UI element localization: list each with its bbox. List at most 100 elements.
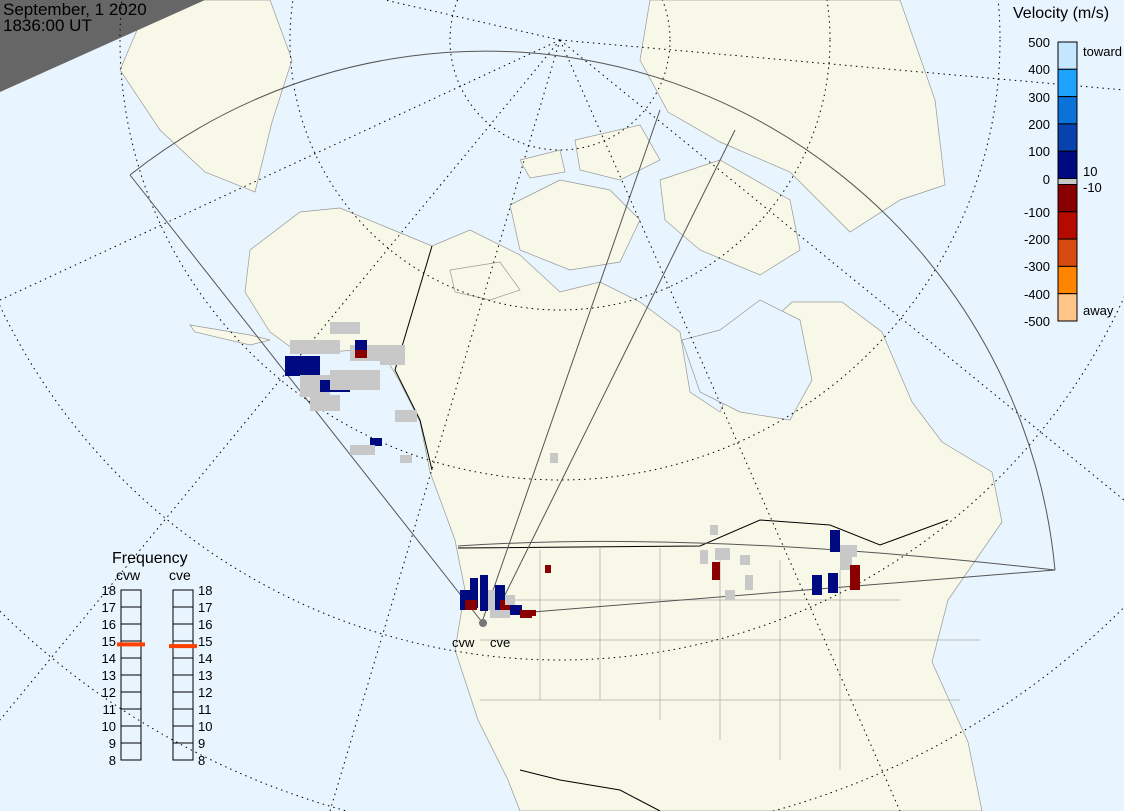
away-label: away (1083, 303, 1114, 318)
frequency-tick: 8 (108, 753, 116, 768)
colorbar-segment (1057, 211, 1078, 240)
frequency-tick: 13 (101, 668, 116, 683)
frequency-tick: 15 (101, 634, 116, 649)
frequency-tick: 14 (198, 651, 213, 666)
frequency-title: Frequency (112, 550, 188, 567)
arctic-island (449, 261, 521, 301)
colorbar-segment (1057, 123, 1078, 152)
state-lines (480, 548, 980, 770)
scatter-cell (725, 590, 735, 600)
colorbar-segment (1057, 238, 1078, 267)
frequency-cell (172, 640, 194, 659)
radar-label-cve: cve (169, 567, 191, 583)
colorbar-tick: -500 (1023, 314, 1050, 329)
scatter-cell (845, 545, 857, 557)
scatter-cell (520, 610, 532, 618)
scatter-cell (400, 455, 412, 463)
colorbar-tick: -100 (1023, 204, 1050, 220)
scatter-cell (530, 610, 536, 616)
colorbar-segment (1057, 68, 1078, 98)
frequency-cell (120, 742, 142, 761)
station-marker (479, 619, 487, 627)
frequency-cell (120, 691, 142, 710)
colorbar-title: Velocity (m/s) (1013, 5, 1110, 22)
scatter-cell (712, 562, 720, 580)
colorbar-tick: 400 (1028, 62, 1050, 78)
frequency-tick: 9 (198, 736, 206, 751)
colorbar-tick: 500 (1028, 35, 1050, 50)
scatter-cell (740, 555, 750, 565)
frequency-tick: 18 (101, 583, 116, 598)
colorbar-segment (1057, 150, 1078, 179)
frequency-tick: 12 (198, 685, 213, 700)
frequency-marker-cvw (117, 642, 145, 647)
radar-fov (129, 50, 1056, 624)
scatter-cell (812, 575, 822, 595)
date-label: September, 1 2020 (3, 0, 147, 19)
frequency-tick: 17 (101, 600, 116, 615)
frequency-tick: 13 (198, 668, 213, 683)
colorbar-segment (1057, 265, 1078, 295)
scatter-cell (830, 530, 840, 552)
station-label-cve: cve (490, 635, 511, 650)
scatter-cell (510, 605, 522, 615)
scatter-cell (850, 565, 860, 590)
frequency-cell (172, 725, 194, 744)
frequency-tick: 10 (198, 719, 213, 734)
colorbar-tick: 0 (1042, 171, 1050, 187)
frequency-tick: 11 (198, 702, 212, 717)
scatter-cell (355, 350, 367, 358)
greenland (639, 0, 946, 233)
frequency-cell (120, 674, 142, 693)
colorbar-segment (1057, 96, 1078, 125)
colorbar-tick: -400 (1023, 286, 1050, 302)
scatter-cell (710, 525, 718, 535)
frequency-tick: 17 (198, 600, 213, 615)
frequency-cell (120, 725, 142, 744)
colorbar-tick: 200 (1028, 116, 1050, 132)
scatter-cell (330, 370, 380, 390)
frequency-cell (172, 657, 194, 676)
aleutians (189, 324, 271, 346)
scatter-cell (700, 550, 708, 564)
scatter-cell (370, 438, 382, 446)
frequency-tick: 8 (198, 753, 206, 768)
frequency-cell (172, 674, 194, 693)
colorbar-segment (1057, 293, 1078, 322)
scatter-cell (745, 575, 753, 590)
frequency-tick: 15 (198, 634, 213, 649)
frequency-cell (172, 708, 194, 727)
frequency-marker-cve (169, 644, 197, 649)
scatter-cell (480, 575, 488, 611)
frequency-tick: 16 (101, 617, 116, 632)
land (119, 0, 1003, 811)
frequency-tick: 11 (102, 702, 117, 717)
toward-label: toward (1083, 44, 1123, 59)
colorbar-segment (1057, 184, 1078, 213)
velocity-colorbar (1057, 41, 1078, 322)
scatter-cell (550, 453, 558, 463)
borders (394, 245, 949, 811)
frequency-tick: 16 (198, 617, 213, 632)
scatter-cell (488, 590, 498, 610)
frequency-cell (172, 623, 194, 642)
colorbar-tick: -300 (1023, 259, 1050, 275)
frequency-cell (172, 691, 194, 710)
frequency-cell (172, 589, 194, 608)
scatter-cell (715, 548, 730, 560)
scatter-cell (395, 410, 417, 422)
frequency-tick: 10 (101, 719, 116, 734)
scatter-cell (290, 340, 340, 354)
frequency-cell (172, 742, 194, 761)
scatter-cell (355, 340, 367, 350)
frequency-cell (172, 606, 194, 625)
scatter-cell (380, 345, 405, 365)
station-label-cvw: cvw (452, 635, 475, 650)
ground-scatter-segment (1057, 178, 1078, 185)
scatter-cell (505, 595, 515, 605)
radar-data (285, 322, 860, 618)
gs-lower-label: -10 (1083, 180, 1102, 195)
north-america (244, 207, 1003, 811)
scatter-cell (285, 356, 320, 376)
